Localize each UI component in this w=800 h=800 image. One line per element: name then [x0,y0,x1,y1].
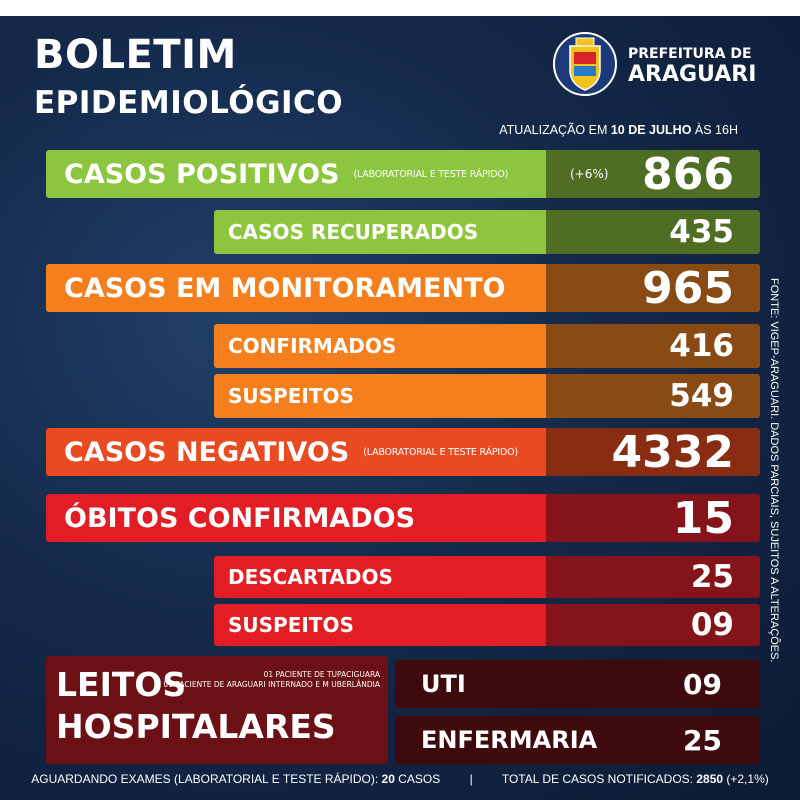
update-timestamp: ATUALIZAÇÃO EM 10 DE JULHO ÀS 16H [478,123,738,137]
uti-label: UTI [421,670,466,698]
leitos-title-line2: HOSPITALARES [56,707,336,746]
awaiting-prefix: AGUARDANDO EXAMES (LABORATORIAL E TESTE … [31,772,382,786]
leitos-panel: LEITOS HOSPITALARES 01 PACIENTE DE TUPAC… [46,656,388,764]
row-casos-negativos: CASOS NEGATIVOS (LABORATORIAL E TESTE RÁ… [46,427,760,478]
monitoramento-label: CASOS EM MONITORAMENTO [46,264,546,312]
update-date: 10 DE JULHO [610,123,692,137]
recuperados-value: 435 [546,210,760,254]
page-title: BOLETIM [34,32,237,78]
total-suffix: (+2,1%) [723,772,769,786]
recuperados-label: CASOS RECUPERADOS [214,210,546,254]
confirmados-label: CONFIRMADOS [214,324,546,368]
enfermaria-label: ENFERMARIA [421,726,598,754]
positivos-label-text: CASOS POSITIVOS [64,158,340,190]
footer: AGUARDANDO EXAMES (LABORATORIAL E TESTE … [0,772,800,786]
suspeitos-obitos-label: SUSPEITOS [214,604,546,646]
confirmados-value: 416 [546,324,760,368]
uti-value: 09 [683,667,722,701]
positivos-value: 866 [546,149,760,200]
row-descartados: DESCARTADOS 25 [214,556,760,598]
leitos-title: LEITOS HOSPITALARES [56,664,336,748]
leitos-note: 01 PACIENTE DE TUPACIGUARA 01 PACIENTE D… [163,670,380,690]
row-casos-recuperados: CASOS RECUPERADOS 435 [214,210,760,254]
positivos-label: CASOS POSITIVOS (LABORATORIAL E TESTE RÁ… [46,150,546,198]
row-casos-monitoramento: CASOS EM MONITORAMENTO 965 [46,263,760,314]
negativos-label: CASOS NEGATIVOS (LABORATORIAL E TESTE RÁ… [46,428,546,476]
positivos-note: (LABORATORIAL E TESTE RÁPIDO) [353,168,509,180]
page-subtitle: EPIDEMIOLÓGICO [34,85,344,121]
suspeitos-mon-value: 549 [546,374,760,418]
suspeitos-obitos-value: 09 [546,604,760,646]
total-value: 2850 [696,772,724,786]
update-suffix: ÀS 16H [691,123,738,137]
monitoramento-value: 965 [546,263,760,314]
city-crest-icon [553,32,617,96]
row-confirmados: CONFIRMADOS 416 [214,324,760,368]
top-band [0,0,800,16]
row-casos-positivos: CASOS POSITIVOS (LABORATORIAL E TESTE RÁ… [46,149,760,200]
row-suspeitos-obitos: SUSPEITOS 09 [214,604,760,646]
footer-separator: | [469,772,473,786]
suspeitos-mon-label: SUSPEITOS [214,374,546,418]
total-prefix: TOTAL DE CASOS NOTIFICADOS: [501,772,697,786]
descartados-label: DESCARTADOS [214,556,546,598]
leitos-note-line1: 01 PACIENTE DE TUPACIGUARA [263,670,380,679]
row-obitos-confirmados: ÓBITOS CONFIRMADOS 15 [46,493,760,544]
positivos-change: (+6%) [570,167,609,181]
enfermaria-value: 25 [683,723,722,757]
update-prefix: ATUALIZAÇÃO EM [499,123,611,137]
org-name-line2: ARAGUARI [628,62,757,87]
leitos-title-line1: LEITOS [56,665,187,704]
row-uti: UTI 09 [395,660,760,708]
leitos-note-line2: 01 PACIENTE DE ARAGUARI INTERNADO E M UB… [163,680,380,689]
negativos-note: (LABORATORIAL E TESTE RÁPIDO) [363,446,518,458]
org-name-line1: PREFEITURA DE [628,46,752,62]
awaiting-value: 20 [381,772,395,786]
obitos-label: ÓBITOS CONFIRMADOS [46,494,546,542]
negativos-value: 4332 [546,427,760,478]
negativos-label-text: CASOS NEGATIVOS [64,436,350,468]
row-enfermaria: ENFERMARIA 25 [395,716,760,764]
awaiting-suffix: CASOS [394,772,441,786]
source-note: FONTE: VIGEP-ARAGUARI. DADOS PARCIAIS, S… [768,278,780,663]
descartados-value: 25 [546,556,760,598]
row-suspeitos-monitoramento: SUSPEITOS 549 [214,374,760,418]
obitos-value: 15 [546,493,760,544]
